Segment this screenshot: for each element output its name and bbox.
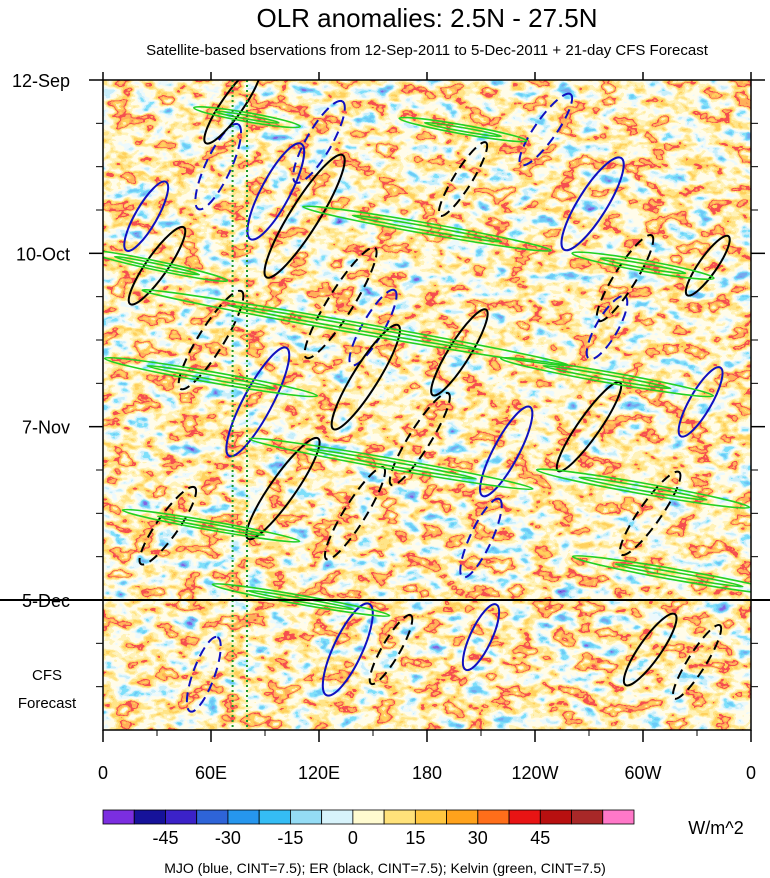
kelvin-contour-inner-5 [226,304,484,352]
colorbar-swatch-14 [539,809,572,825]
kelvin-contour-6 [103,356,319,398]
er-contour-4 [330,323,401,431]
x-tick-label-2: 120E [298,763,340,783]
er-contour-12 [684,234,731,297]
x-axis: 0 60E 120E 180 120W 60W 0 [98,72,756,783]
colorbar-label-3: 0 [348,828,358,848]
reference-lines [231,80,248,730]
contour-legend: MJO (blue, CINT=7.5); ER (black, CINT=7.… [164,860,606,876]
y-tick-label-0: 12-Sep [12,71,70,91]
er-contour-17 [368,613,414,686]
olr-anomaly-field [103,80,751,730]
er-contour-15 [622,612,678,687]
colorbar-swatch-16 [602,809,635,825]
chart-subtitle: Satellite-based bservations from 12-Sep-… [146,42,709,59]
kelvin-contours [103,105,751,618]
kelvin-contour-0 [398,116,528,143]
colorbar-swatch-12 [477,809,510,825]
mjo-contour-1 [194,122,243,211]
colorbar-swatch-13 [508,809,541,825]
y-axis: 12-Sep 10-Oct 7-Nov 5-Dec [12,71,765,688]
colorbar-swatch-2 [165,809,198,825]
kelvin-contour-inner-2 [351,214,503,243]
mjo-contour-9 [518,92,574,167]
mjo-contour-7 [459,497,503,579]
colorbar-swatch-15 [571,809,604,825]
kelvin-contour-4 [571,251,715,281]
x-tick-label-6: 0 [746,763,756,783]
kelvin-contour-inner-11 [614,562,744,588]
kelvin-contour-inner-6 [146,364,276,390]
mjo-contour-8 [560,156,625,252]
colorbar-swatch-4 [227,809,260,825]
er-contour-1 [177,289,245,391]
mjo-contours [123,92,724,713]
forecast-label-forecast: Forecast [18,695,77,712]
colorbar-label-0: -45 [152,828,178,848]
er-contour-7 [245,436,321,541]
mjo-contour-4 [225,346,291,458]
kelvin-contour-8 [248,437,534,491]
mjo-contour-12 [185,635,222,713]
er-contour-14 [618,470,682,557]
colorbar-label-2: -15 [277,828,303,848]
colorbar-label-1: -30 [215,828,241,848]
colorbar-unit: W/m^2 [688,818,743,838]
mjo-contour-0 [123,180,170,252]
mjo-contour-6 [479,405,534,498]
er-contour-10 [437,141,489,217]
colorbar-label-4: 15 [405,828,425,848]
x-tick-label-5: 60W [624,763,661,783]
colorbar-swatch-0 [102,809,135,825]
kelvin-contour-11 [571,554,751,596]
chart-title: OLR anomalies: 2.5N - 27.5N [256,3,597,33]
kelvin-contour-3 [103,249,229,283]
er-contours [127,80,731,700]
kelvin-contour-inner-10 [157,515,265,537]
x-tick-label-3: 180 [412,763,442,783]
colorbar-swatch-11 [446,809,479,825]
mjo-contour-11 [321,602,374,697]
er-contour-2 [263,153,346,279]
colorbar-swatch-10 [414,809,447,825]
kelvin-contour-inner-8 [305,447,477,480]
y-tick-label-3: 5-Dec [22,591,70,611]
y-tick-label-2: 7-Nov [22,418,70,438]
colorbar-swatch-3 [196,809,229,825]
kelvin-contour-inner-9 [578,476,708,501]
kelvin-contour-2 [302,205,552,252]
mjo-contour-5 [348,288,398,367]
kelvin-contour-inner-3 [113,255,201,276]
kelvin-contour-7 [499,356,715,398]
kelvin-contour-9 [535,468,751,509]
er-contour-5 [388,391,451,487]
kelvin-contour-12 [211,582,391,618]
colorbar-swatch-7 [321,809,354,825]
colorbar-swatch-5 [258,809,291,825]
plot-area [103,80,751,730]
er-contour-11 [595,233,655,323]
kelvin-contour-10 [121,508,301,543]
kelvin-contour-inner-4 [599,257,687,275]
mjo-contour-2 [246,142,306,241]
kelvin-contour-inner-0 [423,121,503,138]
mjo-contour-10 [677,366,724,438]
colorbar-swatch-8 [352,809,385,825]
colorbar-label-5: 30 [468,828,488,848]
kelvin-contour-inner-7 [542,364,672,390]
er-contour-3 [303,246,378,360]
colorbar-swatch-6 [290,809,323,825]
x-tick-label-4: 120W [511,763,558,783]
x-tick-label-0: 0 [98,763,108,783]
colorbar-swatch-1 [133,809,166,825]
colorbar-swatch-9 [383,809,416,825]
forecast-label-cfs: CFS [32,667,62,684]
colorbar-label-6: 45 [530,828,550,848]
y-tick-label-1: 10-Oct [16,244,70,264]
mjo-contour-13 [461,603,501,672]
er-contour-16 [671,623,723,700]
x-tick-label-1: 60E [195,763,227,783]
colorbar: -45 -30 -15 0 15 30 45 [102,809,635,848]
